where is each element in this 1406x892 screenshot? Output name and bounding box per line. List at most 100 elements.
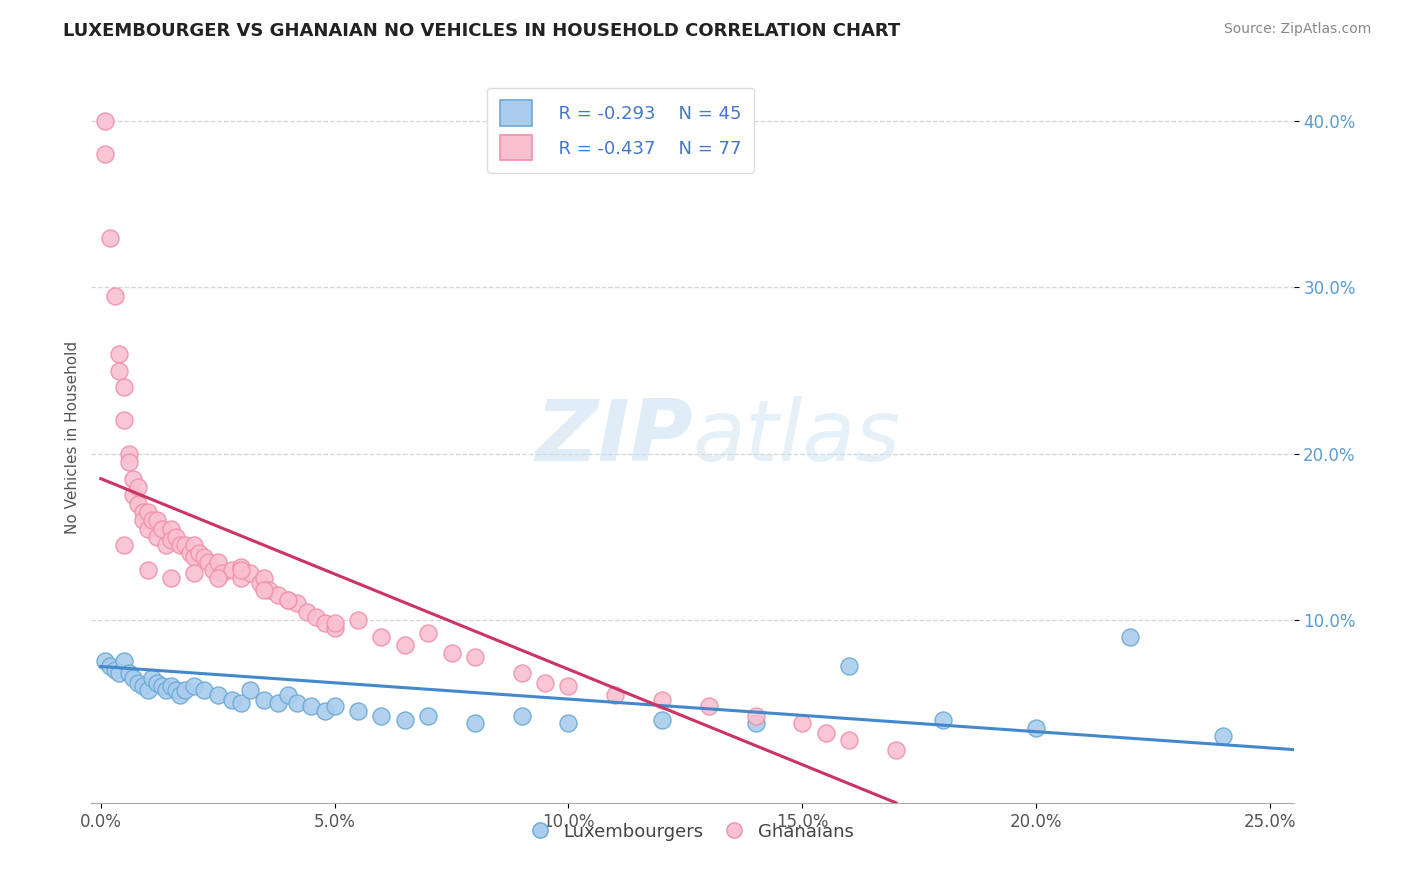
Point [193, 549, 215, 564]
Point [744, 709, 766, 723]
Point [418, 626, 440, 640]
Point [323, 621, 346, 635]
Point [169, 688, 191, 702]
Point [188, 546, 211, 560]
Point [305, 609, 328, 624]
Point [122, 671, 145, 685]
Point [651, 713, 673, 727]
Point [207, 571, 229, 585]
Text: Source: ZipAtlas.com: Source: ZipAtlas.com [1223, 22, 1371, 37]
Point [314, 705, 336, 719]
Point [193, 682, 215, 697]
Point [155, 538, 177, 552]
Point [277, 593, 299, 607]
Point [1119, 630, 1142, 644]
Point [136, 505, 159, 519]
Point [141, 671, 163, 685]
Point [122, 488, 145, 502]
Point [104, 663, 127, 677]
Point [207, 688, 229, 702]
Point [838, 659, 860, 673]
Point [146, 676, 169, 690]
Text: ZIP: ZIP [534, 395, 692, 479]
Point [118, 666, 141, 681]
Point [108, 363, 131, 377]
Point [253, 571, 276, 585]
Point [323, 699, 346, 714]
Point [136, 521, 159, 535]
Point [118, 447, 141, 461]
Point [122, 472, 145, 486]
Point [104, 289, 127, 303]
Point [146, 530, 169, 544]
Point [183, 680, 205, 694]
Point [370, 630, 392, 644]
Point [295, 605, 318, 619]
Point [127, 676, 149, 690]
Point [267, 588, 290, 602]
Point [277, 593, 299, 607]
Point [112, 655, 135, 669]
Point [285, 596, 308, 610]
Point [229, 563, 252, 577]
Point [229, 696, 252, 710]
Point [183, 566, 205, 581]
Point [179, 546, 201, 560]
Point [347, 613, 370, 627]
Point [931, 713, 953, 727]
Text: LUXEMBOURGER VS GHANAIAN NO VEHICLES IN HOUSEHOLD CORRELATION CHART: LUXEMBOURGER VS GHANAIAN NO VEHICLES IN … [63, 22, 900, 40]
Point [150, 521, 173, 535]
Point [127, 480, 149, 494]
Point [464, 649, 486, 664]
Point [253, 692, 276, 706]
Point [207, 555, 229, 569]
Point [838, 732, 860, 747]
Point [249, 576, 271, 591]
Point [347, 705, 370, 719]
Point [221, 692, 243, 706]
Point [314, 616, 336, 631]
Point [534, 676, 557, 690]
Point [285, 696, 308, 710]
Point [651, 692, 673, 706]
Point [221, 563, 243, 577]
Point [605, 688, 627, 702]
Point [127, 497, 149, 511]
Point [169, 538, 191, 552]
Point [141, 513, 163, 527]
Point [257, 582, 280, 597]
Y-axis label: No Vehicles in Household: No Vehicles in Household [65, 341, 80, 533]
Point [146, 513, 169, 527]
Point [884, 742, 907, 756]
Point [697, 699, 720, 714]
Point [253, 582, 276, 597]
Point [792, 716, 814, 731]
Point [239, 566, 262, 581]
Point [165, 530, 187, 544]
Point [370, 709, 392, 723]
Point [229, 559, 252, 574]
Point [183, 538, 205, 552]
Point [174, 538, 197, 552]
Point [160, 571, 183, 585]
Point [183, 549, 205, 564]
Point [211, 566, 233, 581]
Point [394, 713, 416, 727]
Point [814, 726, 837, 740]
Point [174, 682, 197, 697]
Point [150, 680, 173, 694]
Point [165, 682, 187, 697]
Point [136, 563, 159, 577]
Point [132, 505, 155, 519]
Point [132, 513, 155, 527]
Point [394, 638, 416, 652]
Point [112, 413, 135, 427]
Point [155, 682, 177, 697]
Point [299, 699, 322, 714]
Point [112, 538, 135, 552]
Point [440, 646, 463, 660]
Point [557, 680, 579, 694]
Point [277, 688, 299, 702]
Point [160, 521, 183, 535]
Point [108, 347, 131, 361]
